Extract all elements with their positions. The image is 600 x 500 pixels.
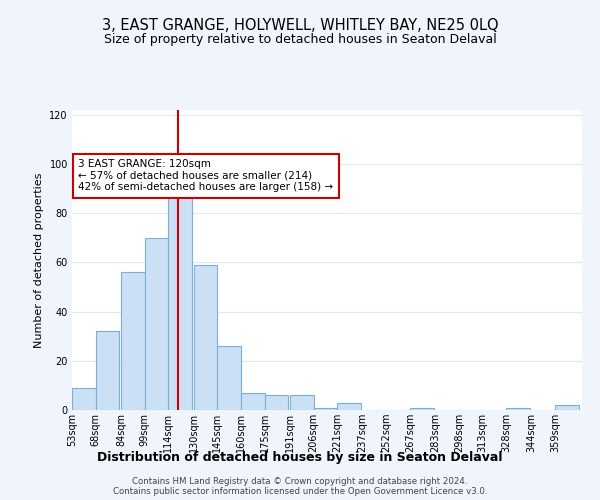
Text: 3, EAST GRANGE, HOLYWELL, WHITLEY BAY, NE25 0LQ: 3, EAST GRANGE, HOLYWELL, WHITLEY BAY, N… [101, 18, 499, 32]
Bar [506, 408, 530, 410]
Text: 3 EAST GRANGE: 120sqm
← 57% of detached houses are smaller (214)
42% of semi-det: 3 EAST GRANGE: 120sqm ← 57% of detached … [79, 159, 334, 192]
Bar [337, 402, 361, 410]
Bar [95, 332, 119, 410]
Text: Size of property relative to detached houses in Seaton Delaval: Size of property relative to detached ho… [104, 32, 496, 46]
Bar [169, 162, 192, 410]
Bar [290, 395, 314, 410]
Bar [555, 405, 579, 410]
Bar [265, 395, 289, 410]
Text: Contains HM Land Registry data © Crown copyright and database right 2024.: Contains HM Land Registry data © Crown c… [132, 476, 468, 486]
Bar [217, 346, 241, 410]
Bar [194, 265, 217, 410]
Bar [121, 272, 145, 410]
Bar [241, 393, 265, 410]
Bar [145, 238, 169, 410]
Bar [72, 388, 95, 410]
Text: Contains public sector information licensed under the Open Government Licence v3: Contains public sector information licen… [113, 486, 487, 496]
Y-axis label: Number of detached properties: Number of detached properties [34, 172, 44, 348]
Text: Distribution of detached houses by size in Seaton Delaval: Distribution of detached houses by size … [97, 451, 503, 464]
Bar [410, 408, 434, 410]
Bar [314, 408, 337, 410]
